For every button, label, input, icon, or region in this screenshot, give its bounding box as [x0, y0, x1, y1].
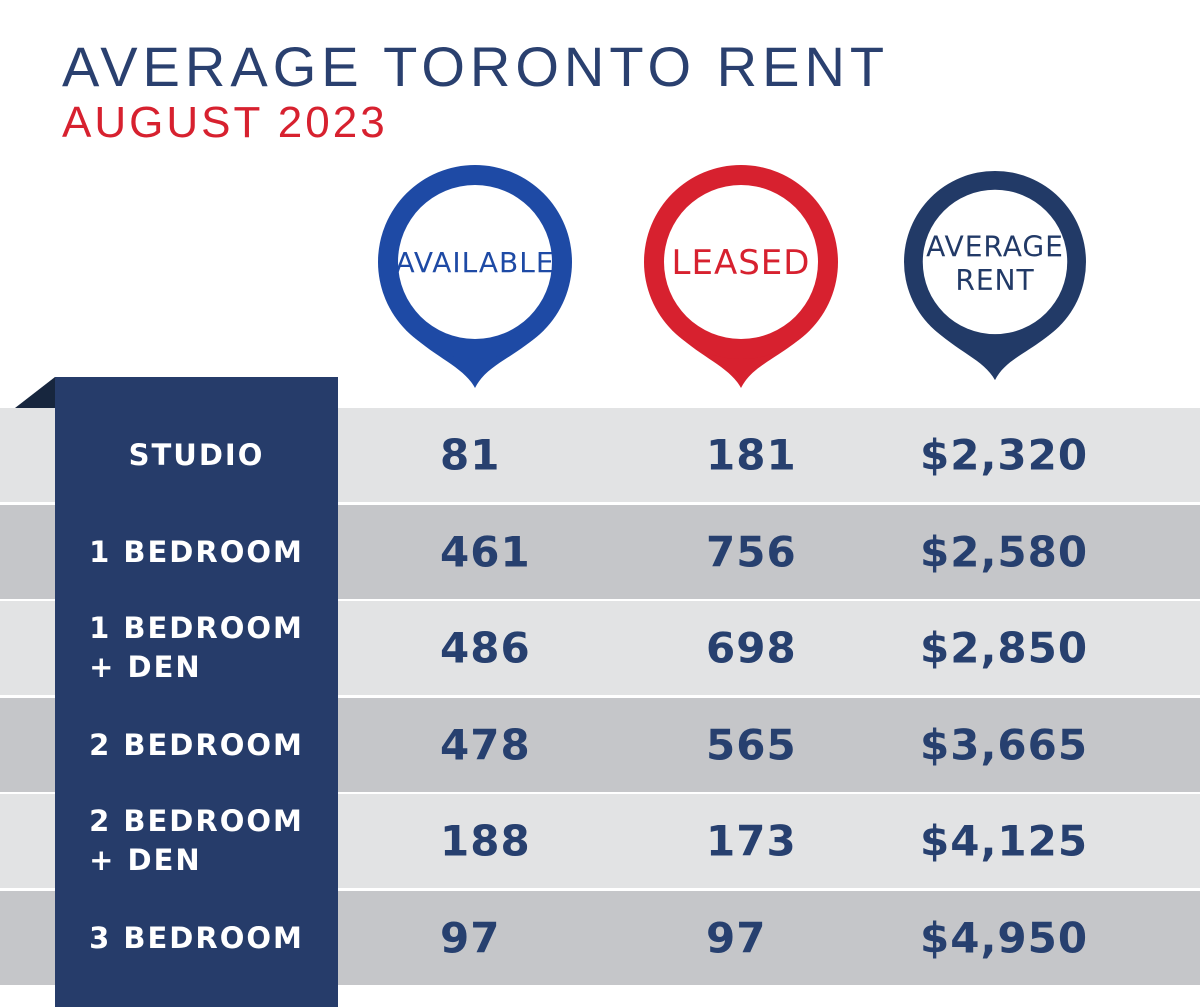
row-label: 3 BEDROOM	[55, 891, 338, 985]
panel-fold-corner	[15, 377, 55, 408]
row-label-line1: 3 BEDROOM	[89, 920, 304, 955]
rent-value: $4,125	[920, 816, 1089, 866]
average-rent-pin-label-line2: RENT	[955, 264, 1034, 297]
row-label-line1: 2 BEDROOM	[89, 727, 304, 762]
leased-value: 97	[706, 913, 767, 963]
leased-pin-icon: LEASED	[644, 165, 838, 388]
row-label: 2 BEDROOM + DEN	[55, 794, 338, 888]
row-label-line2: + DEN	[89, 843, 202, 877]
row-label: 1 BEDROOM + DEN	[55, 601, 338, 695]
leased-pin-label: LEASED	[672, 243, 811, 283]
rent-value: $4,950	[920, 913, 1089, 963]
row-label: 2 BEDROOM	[55, 698, 338, 792]
page-title: AVERAGE TORONTO RENT	[62, 35, 890, 98]
average-rent-pin-icon: AVERAGE RENT	[904, 170, 1086, 381]
available-value: 97	[440, 913, 501, 963]
rent-value: $2,320	[920, 430, 1089, 480]
rent-value: $2,580	[920, 527, 1089, 577]
rent-value: $3,665	[920, 720, 1089, 770]
row-label-line1: STUDIO	[128, 437, 265, 472]
leased-value: 173	[706, 816, 797, 866]
leased-value: 756	[706, 527, 797, 577]
available-pin-icon: AVAILABLE	[378, 165, 572, 388]
row-label-line2: + DEN	[89, 650, 202, 684]
row-label-line1: 2 BEDROOM	[89, 804, 304, 838]
row-label-line1: 1 BEDROOM	[89, 534, 304, 569]
available-value: 188	[440, 816, 531, 866]
available-value: 478	[440, 720, 531, 770]
page-subtitle: AUGUST 2023	[62, 98, 388, 147]
leased-value: 698	[706, 623, 797, 673]
row-label-panel: STUDIO 1 BEDROOM 1 BEDROOM + DEN 2 BEDROO…	[55, 377, 338, 1007]
available-value: 81	[440, 430, 501, 480]
row-label: 1 BEDROOM	[55, 505, 338, 599]
row-label: STUDIO	[55, 408, 338, 502]
leased-value: 565	[706, 720, 797, 770]
leased-value: 181	[706, 430, 797, 480]
row-label-line1: 1 BEDROOM	[89, 611, 304, 645]
available-value: 461	[440, 527, 531, 577]
average-rent-pin-label-line1: AVERAGE	[926, 230, 1064, 263]
available-pin-label: AVAILABLE	[395, 246, 554, 279]
available-value: 486	[440, 623, 531, 673]
rent-value: $2,850	[920, 623, 1089, 673]
